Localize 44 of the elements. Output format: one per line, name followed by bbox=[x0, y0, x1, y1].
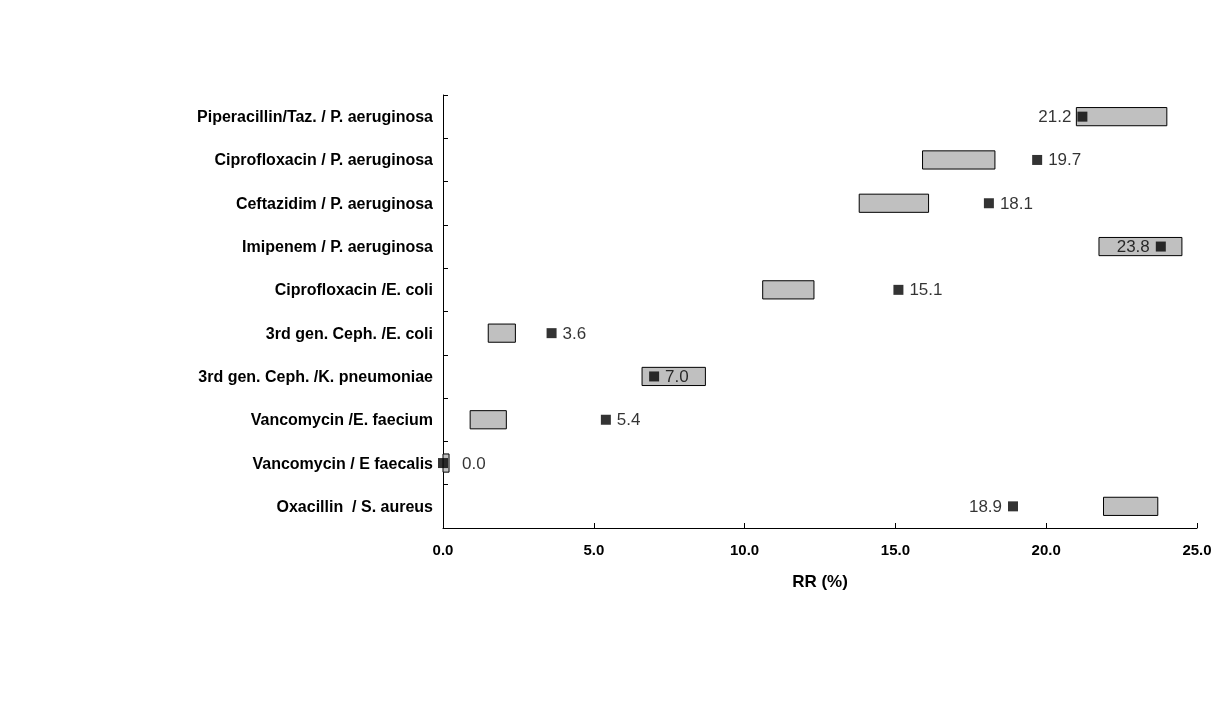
y-tick-label: Vancomycin /E. faecium bbox=[250, 411, 433, 429]
point bbox=[546, 328, 557, 339]
y-tick-label: 3rd gen. Ceph. /K. pneumoniae bbox=[198, 367, 434, 385]
x-tick-label: 10.0 bbox=[730, 541, 760, 558]
x-tick-label: 5.0 bbox=[583, 541, 605, 558]
point bbox=[983, 198, 994, 209]
point bbox=[1008, 501, 1019, 512]
data-label: 15.1 bbox=[909, 280, 943, 300]
x-tick-label: 25.0 bbox=[1182, 541, 1212, 558]
bar bbox=[487, 323, 516, 343]
y-tick-label: Ciprofloxacin /E. coli bbox=[274, 281, 433, 299]
data-label: 3.6 bbox=[562, 323, 587, 343]
y-tick-label: Piperacillin/Taz. / P. aeruginosa bbox=[197, 108, 434, 126]
x-axis-title: RR (%) bbox=[792, 572, 848, 591]
y-tick-label: 3rd gen. Ceph. /E. coli bbox=[265, 324, 433, 342]
point bbox=[893, 284, 904, 295]
data-label: 18.1 bbox=[999, 193, 1033, 213]
point bbox=[438, 458, 448, 469]
data-label: 5.4 bbox=[616, 410, 641, 430]
data-label: 18.9 bbox=[968, 496, 1003, 516]
point bbox=[1077, 111, 1088, 122]
data-label: 21.2 bbox=[1038, 107, 1072, 127]
point bbox=[1032, 154, 1043, 165]
bar bbox=[469, 410, 507, 430]
bar bbox=[922, 150, 996, 170]
y-tick-label: Ciprofloxacin / P. aeruginosa bbox=[214, 151, 434, 169]
x-tick-label: 15.0 bbox=[880, 541, 910, 558]
data-label: 23.8 bbox=[1116, 237, 1150, 257]
x-tick-label: 20.0 bbox=[1031, 541, 1061, 558]
bar bbox=[858, 193, 930, 213]
data-label: 7.0 bbox=[665, 366, 689, 386]
point bbox=[1155, 241, 1166, 252]
y-tick-label: Oxacillin / S. aureus bbox=[276, 497, 434, 515]
point bbox=[649, 371, 660, 382]
x-tick-label: 0.0 bbox=[432, 541, 454, 558]
data-label: 0.0 bbox=[462, 453, 486, 473]
y-tick-label: Ceftazidim / P. aeruginosa bbox=[235, 194, 434, 212]
bar bbox=[1075, 107, 1168, 127]
point bbox=[600, 414, 611, 425]
bar bbox=[762, 280, 815, 300]
data-label: 19.7 bbox=[1048, 150, 1082, 170]
bar bbox=[1103, 496, 1159, 516]
y-tick-label: Vancomycin / E faecalis bbox=[252, 454, 434, 472]
y-tick-label: Imipenem / P. aeruginosa bbox=[242, 238, 434, 256]
